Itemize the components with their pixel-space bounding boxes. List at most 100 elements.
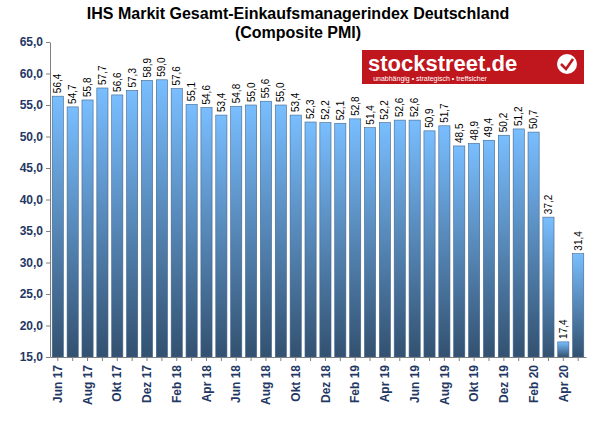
x-tick (161, 357, 162, 361)
data-label: 55,8 (82, 77, 93, 97)
bar (335, 123, 346, 357)
x-tick (310, 357, 311, 361)
bar (558, 342, 569, 357)
bar (543, 217, 554, 357)
data-label: 59,0 (156, 57, 167, 77)
x-tick-label: Aug 19 (438, 365, 452, 405)
data-label: 54,7 (67, 84, 78, 104)
bar (305, 122, 316, 357)
x-tick-mark (370, 357, 371, 361)
y-tick-label: 15,0 (20, 350, 44, 364)
bar (394, 120, 405, 357)
bar (216, 115, 227, 357)
data-label: 50,7 (528, 109, 539, 129)
y-tick: 65,0 (20, 35, 50, 49)
x-tick-mark (518, 357, 519, 361)
x-tick: Aug 18 (259, 357, 273, 405)
bar (573, 254, 584, 357)
data-label: 37,2 (543, 194, 554, 214)
data-label: 50,9 (424, 108, 435, 128)
y-tick: 45,0 (20, 161, 50, 175)
y-axis-line (50, 43, 51, 358)
y-tick-label: 55,0 (20, 98, 44, 112)
x-tick-label: Okt 19 (467, 365, 481, 402)
x-tick: Jun 19 (408, 357, 422, 403)
x-tick-label: Feb 18 (170, 365, 184, 403)
x-tick-mark (533, 357, 534, 361)
y-tick: 20,0 (20, 319, 50, 333)
bar (379, 123, 390, 357)
bar (498, 135, 509, 357)
x-tick-mark (87, 357, 88, 361)
x-tick (370, 357, 371, 361)
y-tick-mark (46, 137, 50, 138)
y-tick-mark (46, 294, 50, 295)
x-tick: Dez 17 (140, 357, 154, 403)
data-label: 49,4 (483, 117, 494, 137)
bar (260, 101, 271, 357)
x-tick-label: Dez 19 (497, 365, 511, 403)
y-tick-label: 60,0 (20, 67, 44, 81)
x-tick (518, 357, 519, 361)
data-label: 55,6 (260, 78, 271, 98)
subtitle: (Composite PMI) (235, 24, 361, 41)
x-tick-label: Aug 18 (259, 365, 273, 405)
y-tick: 40,0 (20, 193, 50, 207)
data-label: 56,4 (52, 73, 63, 93)
logo-slogan: unabhängig • strategisch • treffsicher (373, 75, 487, 83)
x-tick-mark (102, 357, 103, 361)
bar (290, 115, 301, 357)
y-tick-mark (46, 105, 50, 106)
data-label: 57,6 (171, 66, 182, 86)
x-tick: Okt 19 (467, 357, 481, 402)
data-label: 31,4 (573, 231, 584, 251)
y-tick-label: 65,0 (20, 35, 44, 49)
data-label: 55,0 (246, 82, 257, 102)
y-tick-label: 40,0 (20, 193, 44, 207)
data-label: 53,4 (216, 92, 227, 112)
x-tick (102, 357, 103, 361)
x-axis: Jun 17Aug 17Okt 17Dez 17Feb 18Apr 18Jun … (51, 357, 587, 405)
y-tick: 55,0 (20, 98, 50, 112)
x-tick-mark (488, 357, 489, 361)
data-label: 51,2 (513, 106, 524, 126)
y-tick-mark (46, 42, 50, 43)
y-tick-mark (46, 200, 50, 201)
data-label: 48,9 (469, 121, 480, 141)
y-tick-mark (46, 263, 50, 264)
x-tick-label: Feb 20 (527, 365, 541, 403)
y-tick-label: 50,0 (20, 130, 44, 144)
bar (52, 96, 63, 357)
x-tick-mark (414, 357, 415, 361)
x-tick-label: Jun 19 (408, 365, 422, 403)
x-tick (251, 357, 252, 361)
x-tick-mark (355, 357, 356, 361)
data-label: 57,7 (97, 65, 108, 85)
data-label: 52,6 (409, 97, 420, 117)
x-tick-label: Okt 17 (110, 365, 124, 402)
x-tick-mark (578, 357, 579, 361)
x-tick: Feb 18 (170, 357, 184, 403)
bar (513, 129, 524, 357)
x-tick-mark (310, 357, 311, 361)
y-tick-label: 35,0 (20, 224, 44, 238)
y-tick-mark (46, 74, 50, 75)
x-tick-label: Jun 18 (229, 365, 243, 403)
title: IHS Markit Gesamt-Einkaufsmanagerindex D… (87, 5, 509, 22)
y-tick: 35,0 (20, 224, 50, 238)
x-tick: Apr 20 (557, 357, 571, 402)
bar (275, 105, 286, 357)
x-tick-label: Okt 18 (289, 365, 303, 402)
x-tick-mark (206, 357, 207, 361)
x-tick: Dez 19 (497, 357, 511, 403)
x-tick-mark (340, 357, 341, 361)
chart: IHS Markit Gesamt-Einkaufsmanagerindex D… (0, 0, 596, 440)
x-tick (340, 357, 341, 361)
data-label: 52,1 (335, 100, 346, 120)
x-tick-label: Feb 19 (348, 365, 362, 403)
data-label: 56,6 (112, 72, 123, 92)
x-tick (132, 357, 133, 361)
bar (186, 104, 197, 357)
bar (483, 140, 494, 357)
x-tick-mark (548, 357, 549, 361)
